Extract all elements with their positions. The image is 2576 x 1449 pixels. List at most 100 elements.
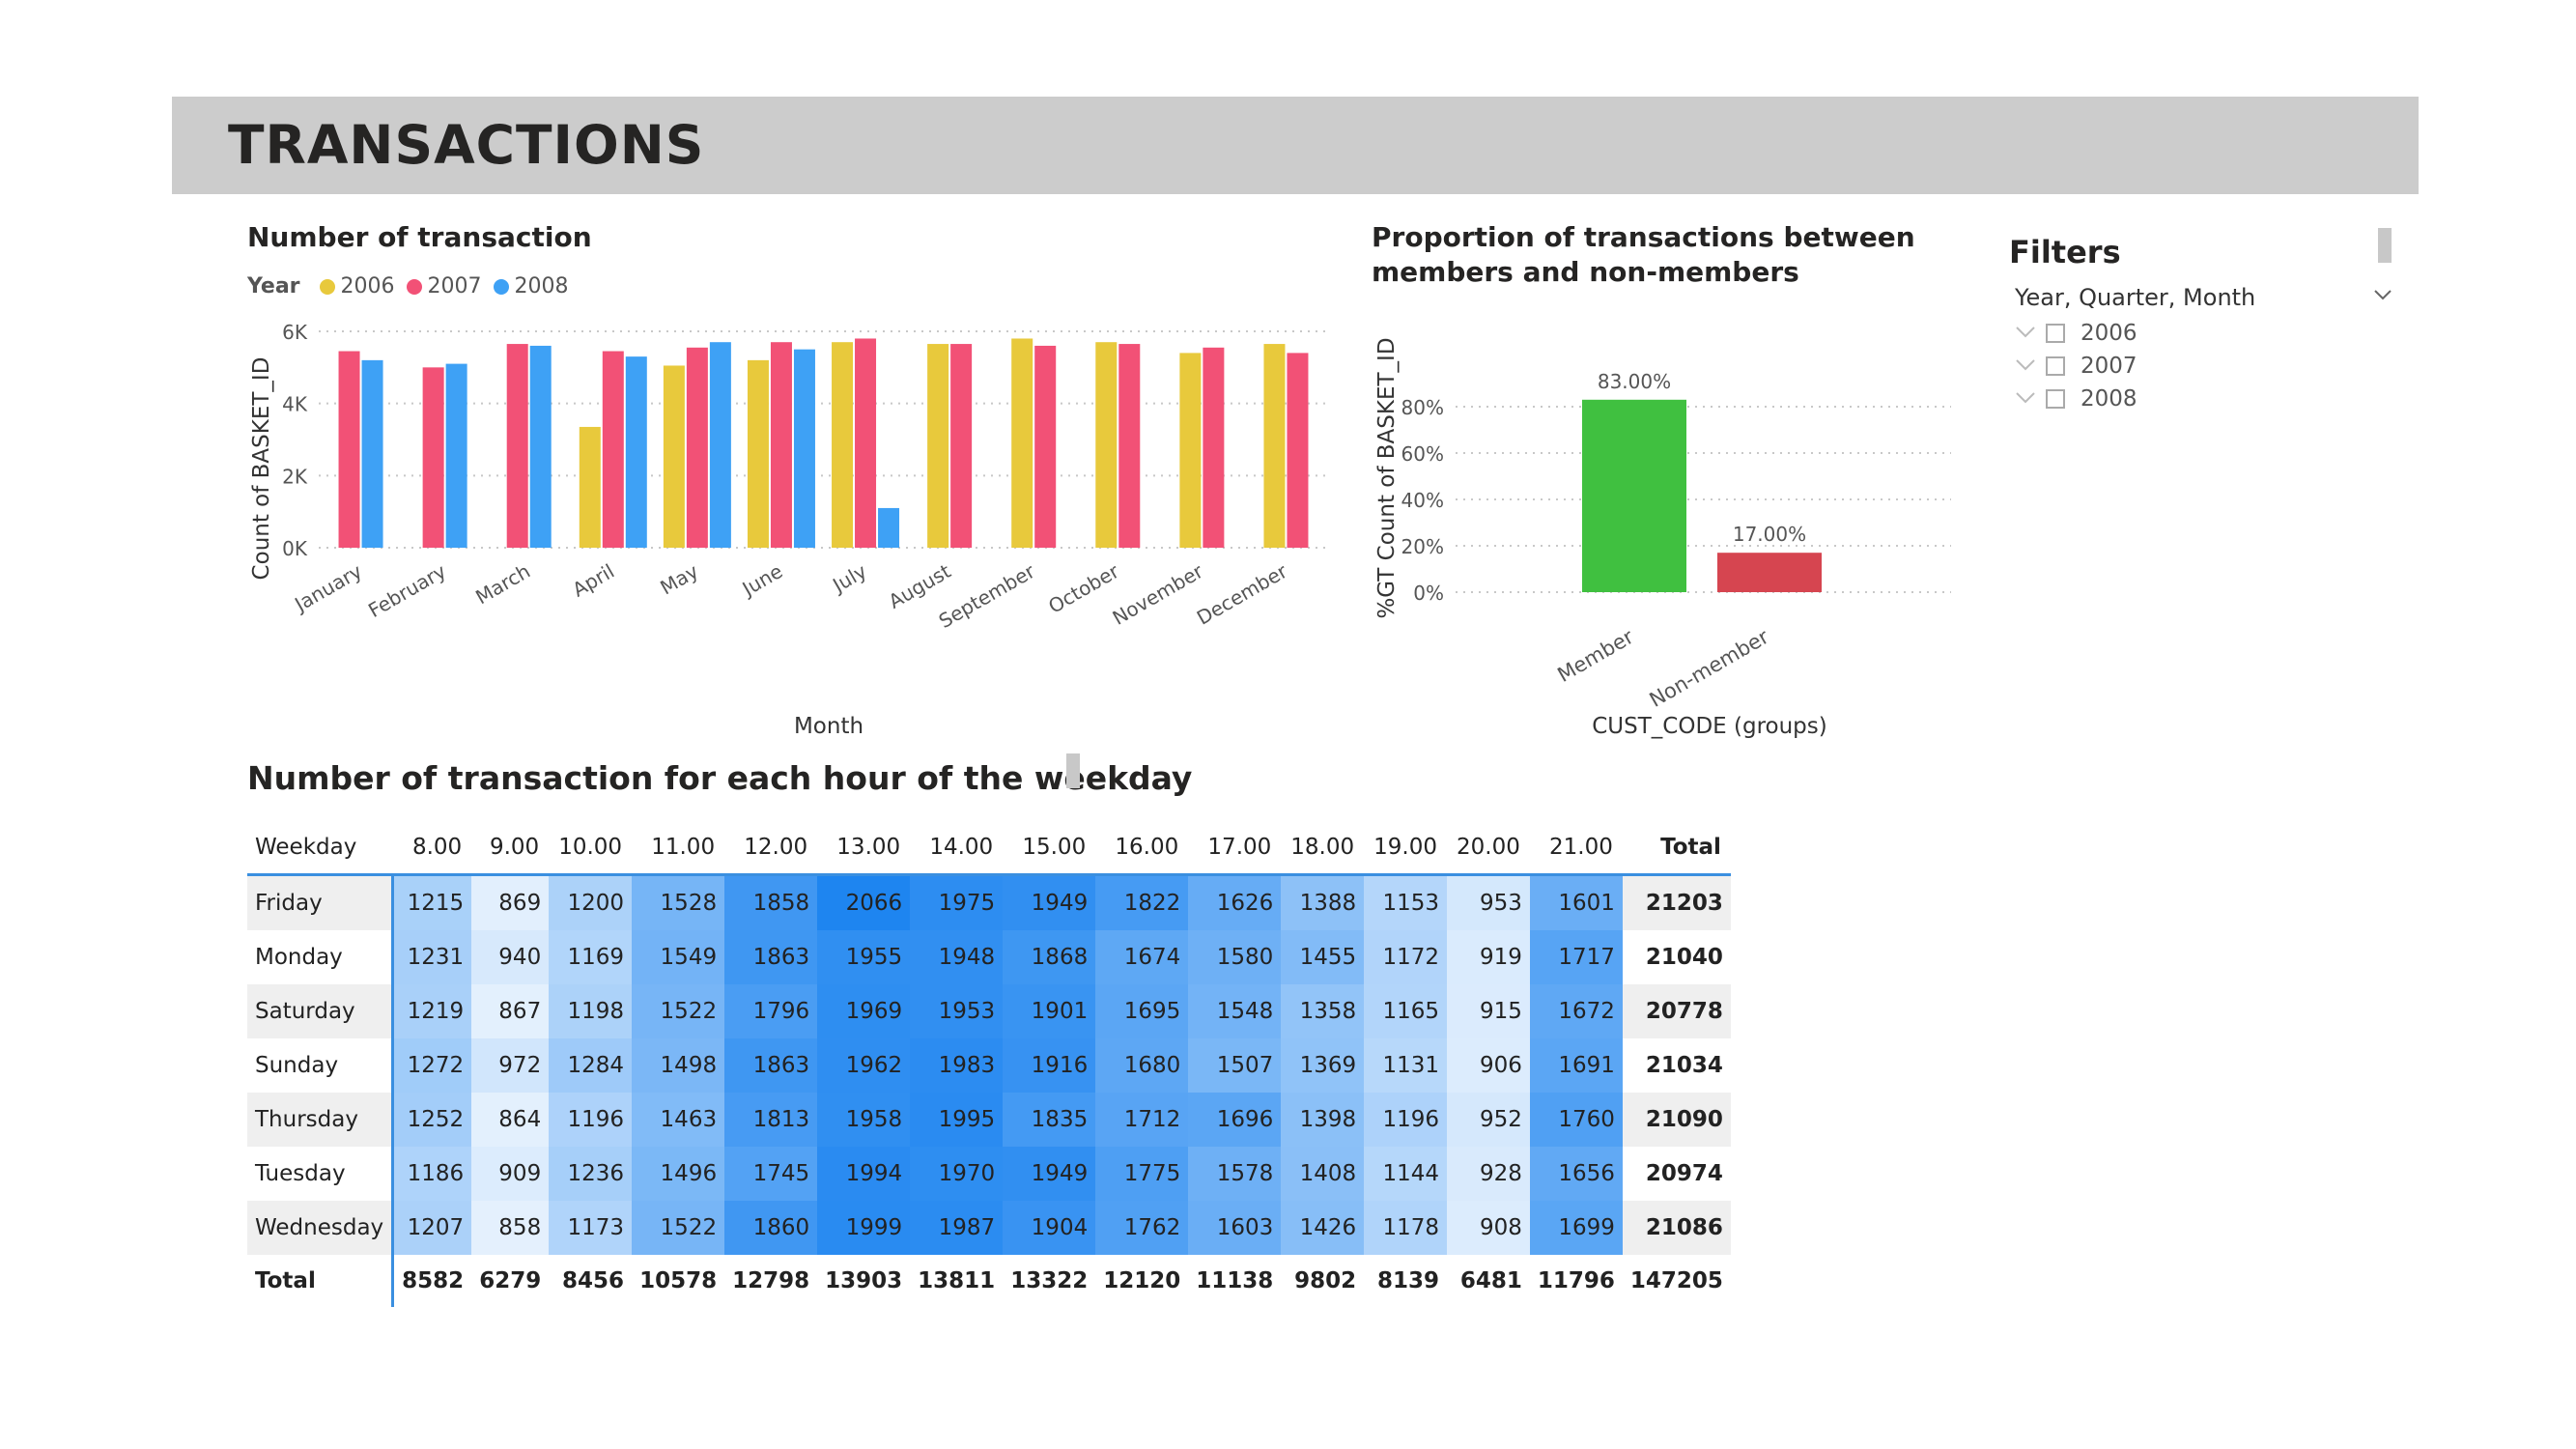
filter-option-2007[interactable]: 2007 [2015, 354, 2137, 379]
checkbox[interactable] [2046, 356, 2065, 376]
bar-2007-february[interactable] [422, 367, 444, 548]
bar-2007-december[interactable] [1287, 353, 1309, 548]
bar-member[interactable] [1582, 399, 1686, 592]
bar-2008-february[interactable] [445, 363, 467, 548]
column-total: 6279 [479, 1268, 542, 1293]
bar-2008-march[interactable] [529, 345, 552, 548]
bar-2006-july[interactable] [832, 342, 854, 548]
x-tick-label: February [364, 559, 450, 622]
filter-option-2008[interactable]: 2008 [2015, 386, 2137, 412]
heatmap-cell: 867 [471, 984, 550, 1038]
bar-2007-august[interactable] [950, 344, 973, 548]
row-label: Wednesday [247, 1201, 395, 1255]
bar-2008-may[interactable] [709, 342, 731, 548]
heatmap-cell: 1760 [1529, 1093, 1623, 1147]
checkbox[interactable] [2046, 324, 2065, 343]
heatmap-cell: 864 [471, 1093, 550, 1147]
bar-2007-june[interactable] [770, 342, 792, 548]
proportion-chart-title: Proportion of transactions between membe… [1372, 220, 1915, 290]
hourly-table-title: Number of transaction for each hour of t… [247, 759, 1193, 797]
table-row: Tuesday 1186 909 1236 1496 1745 1994 1970 1949 17… [247, 1147, 1731, 1201]
heatmap-cell: 1369 [1281, 1038, 1365, 1093]
legend-label-2007[interactable]: 2007 [427, 274, 482, 298]
bar-2008-january[interactable] [361, 359, 383, 548]
bar-2007-january[interactable] [338, 351, 360, 548]
column-total: 12120 [1103, 1268, 1181, 1293]
heatmap-cell: 1995 [910, 1093, 1004, 1147]
bar-2006-may[interactable] [663, 365, 685, 548]
heatmap-cell: 1999 [817, 1201, 911, 1255]
column-header-hour: 21.00 [1549, 835, 1613, 860]
column-total: 13811 [918, 1268, 996, 1293]
y-tick-label: 80% [1401, 396, 1444, 419]
checkbox[interactable] [2046, 389, 2065, 409]
filters-scrollbar[interactable] [2378, 228, 2392, 263]
bar-2006-june[interactable] [747, 359, 769, 548]
x-tick-label: November [1109, 559, 1208, 630]
heatmap-cell: 1496 [632, 1147, 725, 1201]
table-total-row: Total 8582 6279 8456 10578 12798 13903 13811 133… [247, 1255, 1731, 1307]
y-tick-label: 6K [282, 321, 308, 344]
filter-field-dropdown[interactable]: Year, Quarter, Month [2015, 284, 2393, 311]
x-tick-label: June [737, 559, 786, 602]
heatmap-cell: 1858 [724, 874, 818, 930]
table-row: Monday 1231 940 1169 1549 1863 1955 1948 1868 167… [247, 930, 1731, 984]
heatmap-cell: 1455 [1281, 930, 1365, 984]
row-label: Thursday [247, 1093, 395, 1147]
heatmap-cell: 1712 [1095, 1093, 1189, 1147]
bar-2006-november[interactable] [1179, 353, 1202, 548]
heatmap-cell: 1388 [1281, 874, 1365, 930]
bar-2007-may[interactable] [686, 347, 708, 548]
column-header-hour: 13.00 [836, 835, 901, 860]
heatmap-cell: 1549 [632, 930, 725, 984]
legend-title: Year [247, 274, 300, 298]
bar-2008-july[interactable] [878, 507, 900, 548]
column-header-hour: 11.00 [651, 835, 716, 860]
chevron-expand-icon[interactable] [2015, 387, 2046, 412]
bar-2007-july[interactable] [855, 338, 877, 548]
table-row: Saturday 1219 867 1198 1522 1796 1969 1953 1901 1… [247, 984, 1731, 1038]
row-total: 21034 [1622, 1038, 1731, 1093]
heatmap-cell: 1970 [910, 1147, 1004, 1201]
heatmap-cell: 1131 [1364, 1038, 1447, 1093]
legend-label-2008[interactable]: 2008 [514, 274, 569, 298]
heatmap-cell: 1173 [549, 1201, 633, 1255]
row-total: 21086 [1622, 1201, 1731, 1255]
bar-2007-september[interactable] [1034, 345, 1057, 548]
data-label: 83.00% [1598, 370, 1671, 393]
bar-2007-november[interactable] [1203, 347, 1225, 548]
chevron-expand-icon[interactable] [2015, 322, 2046, 346]
heatmap-cell: 1656 [1529, 1147, 1623, 1201]
heatmap-cell: 1835 [1003, 1093, 1096, 1147]
bar-2006-october[interactable] [1095, 342, 1118, 548]
title-marker [1066, 753, 1080, 788]
heatmap-cell: 1626 [1188, 874, 1282, 930]
heatmap-cell: 972 [471, 1038, 550, 1093]
heatmap-cell: 1672 [1529, 984, 1623, 1038]
bar-2006-april[interactable] [579, 426, 601, 548]
column-header-hour: 12.00 [744, 835, 808, 860]
bar-2006-september[interactable] [1011, 338, 1033, 548]
heatmap-cell: 1949 [1003, 874, 1096, 930]
heatmap-cell: 1975 [910, 874, 1004, 930]
legend-label-2006[interactable]: 2006 [340, 274, 395, 298]
bar-2008-june[interactable] [793, 349, 815, 548]
bar-2008-april[interactable] [625, 356, 647, 548]
heatmap-cell: 1219 [392, 984, 472, 1038]
bar-2007-october[interactable] [1118, 344, 1141, 548]
heatmap-cell: 1236 [549, 1147, 633, 1201]
bar-2007-march[interactable] [506, 344, 528, 548]
column-header-hour: 14.00 [929, 835, 994, 860]
chevron-down-icon[interactable] [2372, 284, 2393, 311]
heatmap-cell: 1603 [1188, 1201, 1282, 1255]
bar-2007-april[interactable] [602, 351, 624, 548]
bar-2006-august[interactable] [927, 344, 949, 548]
heatmap-cell: 1860 [724, 1201, 818, 1255]
row-total: 21040 [1622, 930, 1731, 984]
column-total: 6481 [1459, 1268, 1522, 1293]
filter-option-2006[interactable]: 2006 [2015, 321, 2137, 346]
chevron-expand-icon[interactable] [2015, 355, 2046, 379]
bar-2006-december[interactable] [1263, 344, 1286, 548]
heatmap-cell: 915 [1447, 984, 1530, 1038]
bar-non-member[interactable] [1717, 553, 1822, 592]
